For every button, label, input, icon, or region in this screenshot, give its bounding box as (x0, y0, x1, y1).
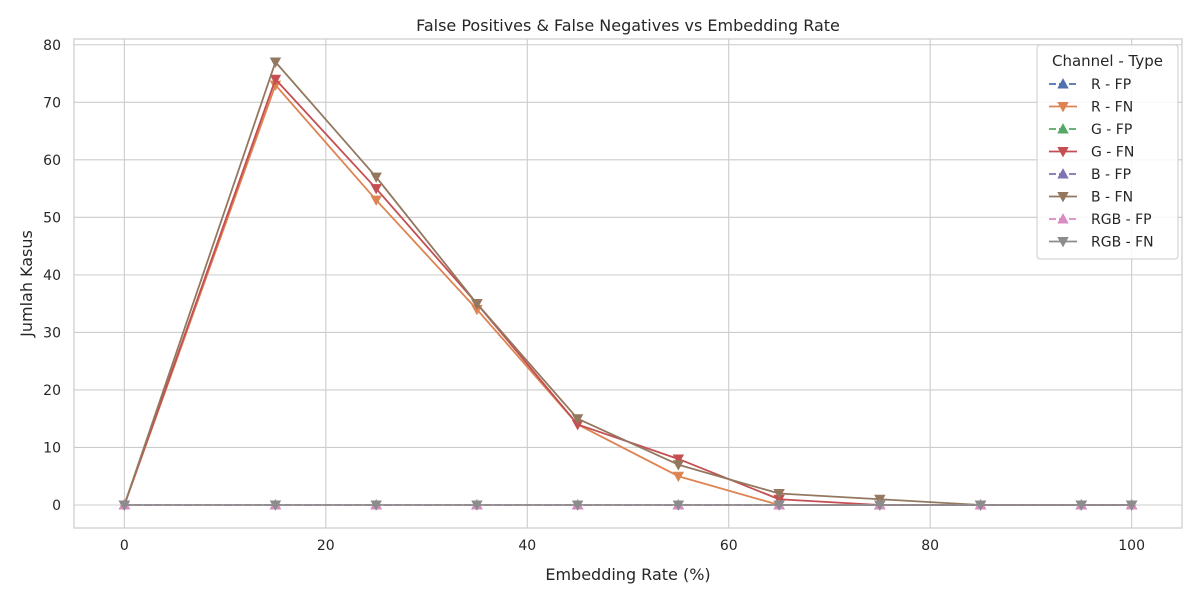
data-point (773, 489, 785, 500)
data-point (672, 471, 685, 483)
legend-item: RGB - FN (1049, 235, 1154, 251)
legend-label: B - FN (1091, 190, 1133, 206)
y-tick-label: 40 (43, 268, 61, 284)
legend-marker (1057, 78, 1069, 89)
data-point (874, 500, 886, 511)
data-point (269, 57, 282, 68)
legend-label: R - FP (1091, 77, 1131, 93)
series-layer (118, 57, 1138, 511)
legend-marker (1057, 192, 1069, 203)
data-point (269, 500, 282, 511)
y-axis-label: Jumlah Kasus (17, 230, 36, 338)
x-tick-label: 60 (720, 538, 738, 554)
x-tick-label: 40 (518, 538, 536, 554)
chart-title: False Positives & False Negatives vs Emb… (416, 16, 840, 35)
tick-labels: 0 20 40 60 80 100 0 10 20 30 40 50 60 70 80 (43, 38, 1145, 554)
legend-label: RGB - FP (1091, 212, 1152, 228)
plot-frame (73, 38, 1183, 529)
data-point (370, 500, 382, 511)
data-point (370, 184, 382, 195)
y-tick-label: 80 (43, 38, 61, 54)
legend-marker (1057, 147, 1069, 158)
legend-marker (1057, 213, 1069, 224)
legend-marker (1057, 123, 1069, 134)
legend-marker (1057, 102, 1069, 113)
plot-area (74, 39, 1182, 528)
data-point (269, 74, 282, 86)
data-point (471, 500, 483, 511)
data-point (672, 500, 685, 511)
legend-item: R - FP (1049, 77, 1131, 93)
data-point (672, 454, 685, 465)
data-point (370, 195, 382, 206)
data-point (571, 500, 584, 511)
y-tick-label: 10 (43, 440, 61, 456)
data-point (118, 500, 131, 511)
data-point (974, 500, 987, 511)
x-tick-label: 20 (317, 538, 335, 554)
legend-item: RGB - FP (1049, 212, 1152, 228)
legend: Channel - Type R - FP R - FN G - FP G - FN B… (1036, 44, 1179, 260)
x-tick-label: 100 (1118, 538, 1145, 554)
legend-item: B - FN (1049, 190, 1133, 206)
y-tick-label: 30 (43, 325, 61, 341)
x-tick-label: 80 (921, 538, 939, 554)
legend-items: R - FP R - FN G - FP G - FN B - FP B - FN RGB … (1049, 77, 1154, 251)
data-point (471, 299, 483, 310)
legend-label: G - FP (1091, 122, 1132, 138)
data-point (672, 460, 685, 471)
legend-item: R - FN (1049, 100, 1133, 116)
data-point (1125, 500, 1138, 511)
legend-label: G - FN (1091, 145, 1134, 161)
legend-label: RGB - FN (1091, 235, 1154, 251)
legend-label: B - FP (1091, 167, 1131, 183)
legend-box (1036, 44, 1179, 260)
data-point (370, 172, 382, 183)
series-rgb-fn (118, 500, 1138, 511)
y-tick-label: 70 (43, 95, 61, 111)
y-tick-label: 60 (43, 153, 61, 169)
legend-label: R - FN (1091, 100, 1133, 116)
data-point (1075, 500, 1087, 511)
legend-marker (1057, 168, 1069, 179)
legend-marker (1057, 237, 1069, 248)
legend-title: Channel - Type (1052, 52, 1163, 70)
data-point (773, 500, 785, 511)
legend-item: G - FP (1049, 122, 1132, 138)
y-tick-label: 0 (52, 498, 61, 514)
data-point (571, 414, 584, 425)
x-tick-label: 0 (120, 538, 129, 554)
legend-item: G - FN (1049, 145, 1134, 161)
x-axis-label: Embedding Rate (%) (545, 565, 710, 584)
y-tick-label: 20 (43, 383, 61, 399)
y-tick-label: 50 (43, 210, 61, 226)
legend-item: B - FP (1049, 167, 1131, 183)
